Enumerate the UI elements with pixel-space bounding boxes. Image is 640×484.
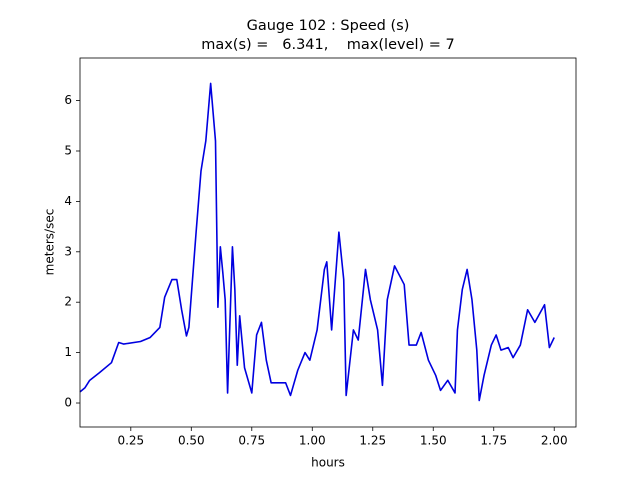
x-tick-label: 1.25 — [359, 434, 386, 448]
x-axis-label: hours — [311, 456, 345, 470]
x-tick-label: 2.00 — [541, 434, 568, 448]
x-tick-label: 0.75 — [238, 434, 265, 448]
y-tick-label: 6 — [64, 93, 72, 107]
y-tick-label: 5 — [64, 143, 72, 157]
x-tick-label: 1.50 — [420, 434, 447, 448]
y-tick-label: 0 — [64, 396, 72, 410]
y-tick-label: 4 — [64, 194, 72, 208]
chart-title: Gauge 102 : Speed (s) — [247, 18, 410, 34]
line-series — [79, 82, 555, 402]
y-tick-label: 2 — [64, 295, 72, 309]
y-axis-label: meters/sec — [43, 209, 57, 276]
x-tick-label: 1.00 — [299, 434, 326, 448]
plot-frame — [79, 57, 577, 428]
x-tick-label: 1.75 — [480, 434, 507, 448]
y-tick-label: 1 — [64, 345, 72, 359]
x-tick-label: 0.25 — [117, 434, 144, 448]
x-tick-label: 0.50 — [178, 434, 205, 448]
y-tick-label: 3 — [64, 244, 72, 258]
chart-subtitle: max(s) = 6.341, max(level) = 7 — [201, 37, 455, 53]
